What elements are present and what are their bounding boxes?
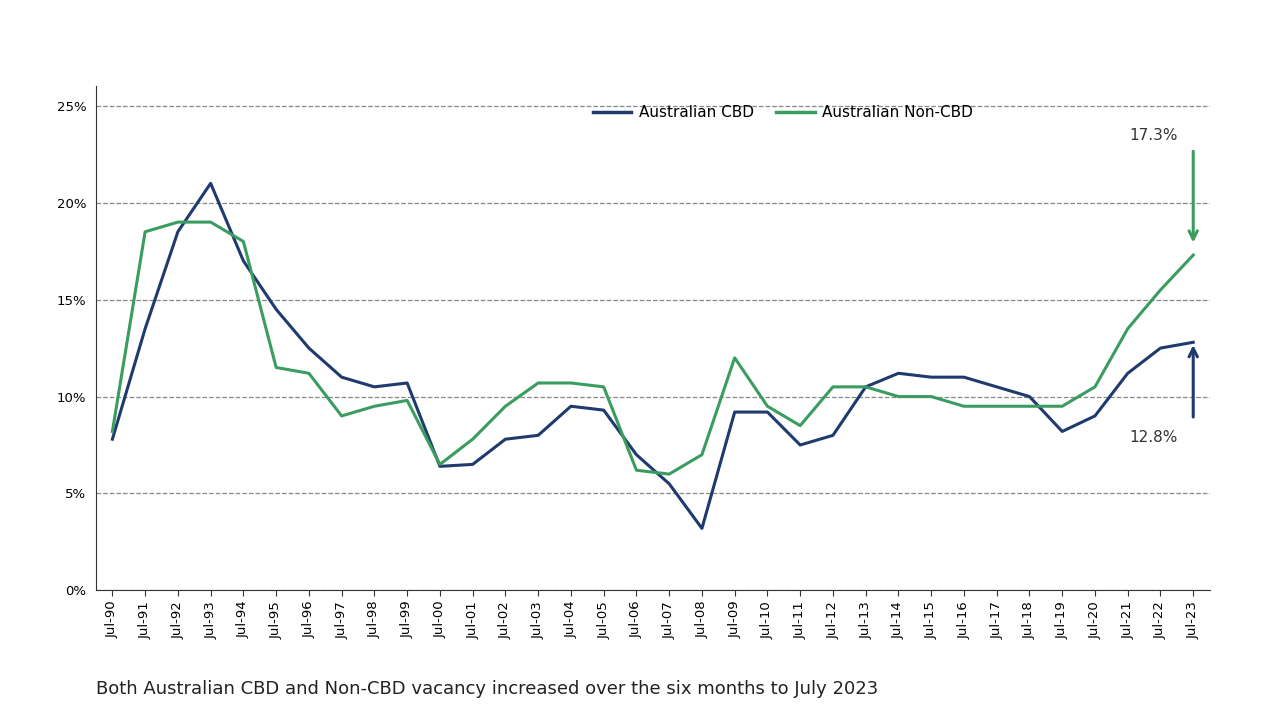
Australian Non-CBD <box>366 402 381 410</box>
Australian CBD <box>498 435 513 444</box>
Legend: Australian CBD, Australian Non-CBD: Australian CBD, Australian Non-CBD <box>586 99 979 126</box>
Australian Non-CBD <box>956 402 972 410</box>
Australian CBD <box>269 305 284 314</box>
Australian Non-CBD <box>1087 382 1102 391</box>
Australian CBD <box>628 451 644 459</box>
Australian CBD <box>694 524 709 533</box>
Australian Non-CBD <box>858 382 873 391</box>
Australian CBD <box>826 431 841 440</box>
Australian Non-CBD <box>1153 286 1169 294</box>
Australian Non-CBD <box>204 217 219 226</box>
Australian Non-CBD <box>923 392 938 401</box>
Australian CBD <box>465 460 480 469</box>
Australian CBD <box>1021 392 1037 401</box>
Australian Non-CBD <box>1120 325 1135 333</box>
Australian CBD <box>1120 369 1135 377</box>
Australian Non-CBD <box>301 369 316 377</box>
Australian CBD <box>1185 338 1201 346</box>
Australian CBD <box>236 256 251 265</box>
Australian CBD <box>1055 427 1070 436</box>
Australian Non-CBD <box>1185 251 1201 259</box>
Australian Non-CBD <box>826 382 841 391</box>
Australian CBD <box>792 441 808 449</box>
Australian Non-CBD <box>563 379 579 387</box>
Australian Non-CBD <box>334 412 349 420</box>
Australian Non-CBD <box>1021 402 1037 410</box>
Australian CBD <box>301 343 316 352</box>
Australian CBD <box>1153 343 1169 352</box>
Australian CBD <box>334 373 349 382</box>
Australian CBD <box>399 379 415 387</box>
Australian Non-CBD <box>1055 402 1070 410</box>
Australian CBD <box>105 435 120 444</box>
Australian Non-CBD <box>662 469 677 478</box>
Australian Non-CBD <box>989 402 1005 410</box>
Australian CBD <box>1087 412 1102 420</box>
Australian Non-CBD <box>465 435 480 444</box>
Australian CBD <box>956 373 972 382</box>
Australian Non-CBD <box>399 396 415 405</box>
Australian CBD <box>204 179 219 188</box>
Australian Non-CBD <box>269 363 284 372</box>
Australian CBD <box>366 382 381 391</box>
Australian Non-CBD <box>727 354 742 362</box>
Australian Non-CBD <box>236 237 251 246</box>
Text: Australian CBD v Non-CBD Vacancy: 1990 – 2023: Australian CBD v Non-CBD Vacancy: 1990 –… <box>15 24 504 42</box>
Australian Non-CBD <box>433 460 448 469</box>
Text: 17.3%: 17.3% <box>1130 127 1178 143</box>
Australian Non-CBD <box>137 228 152 236</box>
Australian CBD <box>923 373 938 382</box>
Australian Non-CBD <box>530 379 545 387</box>
Australian CBD <box>727 408 742 416</box>
Australian CBD <box>760 408 776 416</box>
Australian CBD <box>530 431 545 440</box>
Australian CBD <box>433 462 448 471</box>
Australian Non-CBD <box>105 427 120 436</box>
Australian CBD <box>137 325 152 333</box>
Australian CBD <box>662 480 677 488</box>
Australian Non-CBD <box>792 421 808 430</box>
Australian CBD <box>563 402 579 410</box>
Australian CBD <box>891 369 906 377</box>
Australian Non-CBD <box>760 402 776 410</box>
Australian CBD <box>858 382 873 391</box>
Australian Non-CBD <box>498 402 513 410</box>
Australian Non-CBD <box>891 392 906 401</box>
Australian CBD <box>989 382 1005 391</box>
Text: 12.8%: 12.8% <box>1130 430 1178 444</box>
Australian Non-CBD <box>694 451 709 459</box>
Line: Australian CBD: Australian CBD <box>113 184 1193 528</box>
Line: Australian Non-CBD: Australian Non-CBD <box>113 222 1193 474</box>
Australian Non-CBD <box>170 217 186 226</box>
Australian CBD <box>596 406 612 415</box>
Australian Non-CBD <box>628 466 644 474</box>
Text: Both Australian CBD and Non-CBD vacancy increased over the six months to July 20: Both Australian CBD and Non-CBD vacancy … <box>96 680 878 698</box>
Australian CBD <box>170 228 186 236</box>
Australian Non-CBD <box>596 382 612 391</box>
